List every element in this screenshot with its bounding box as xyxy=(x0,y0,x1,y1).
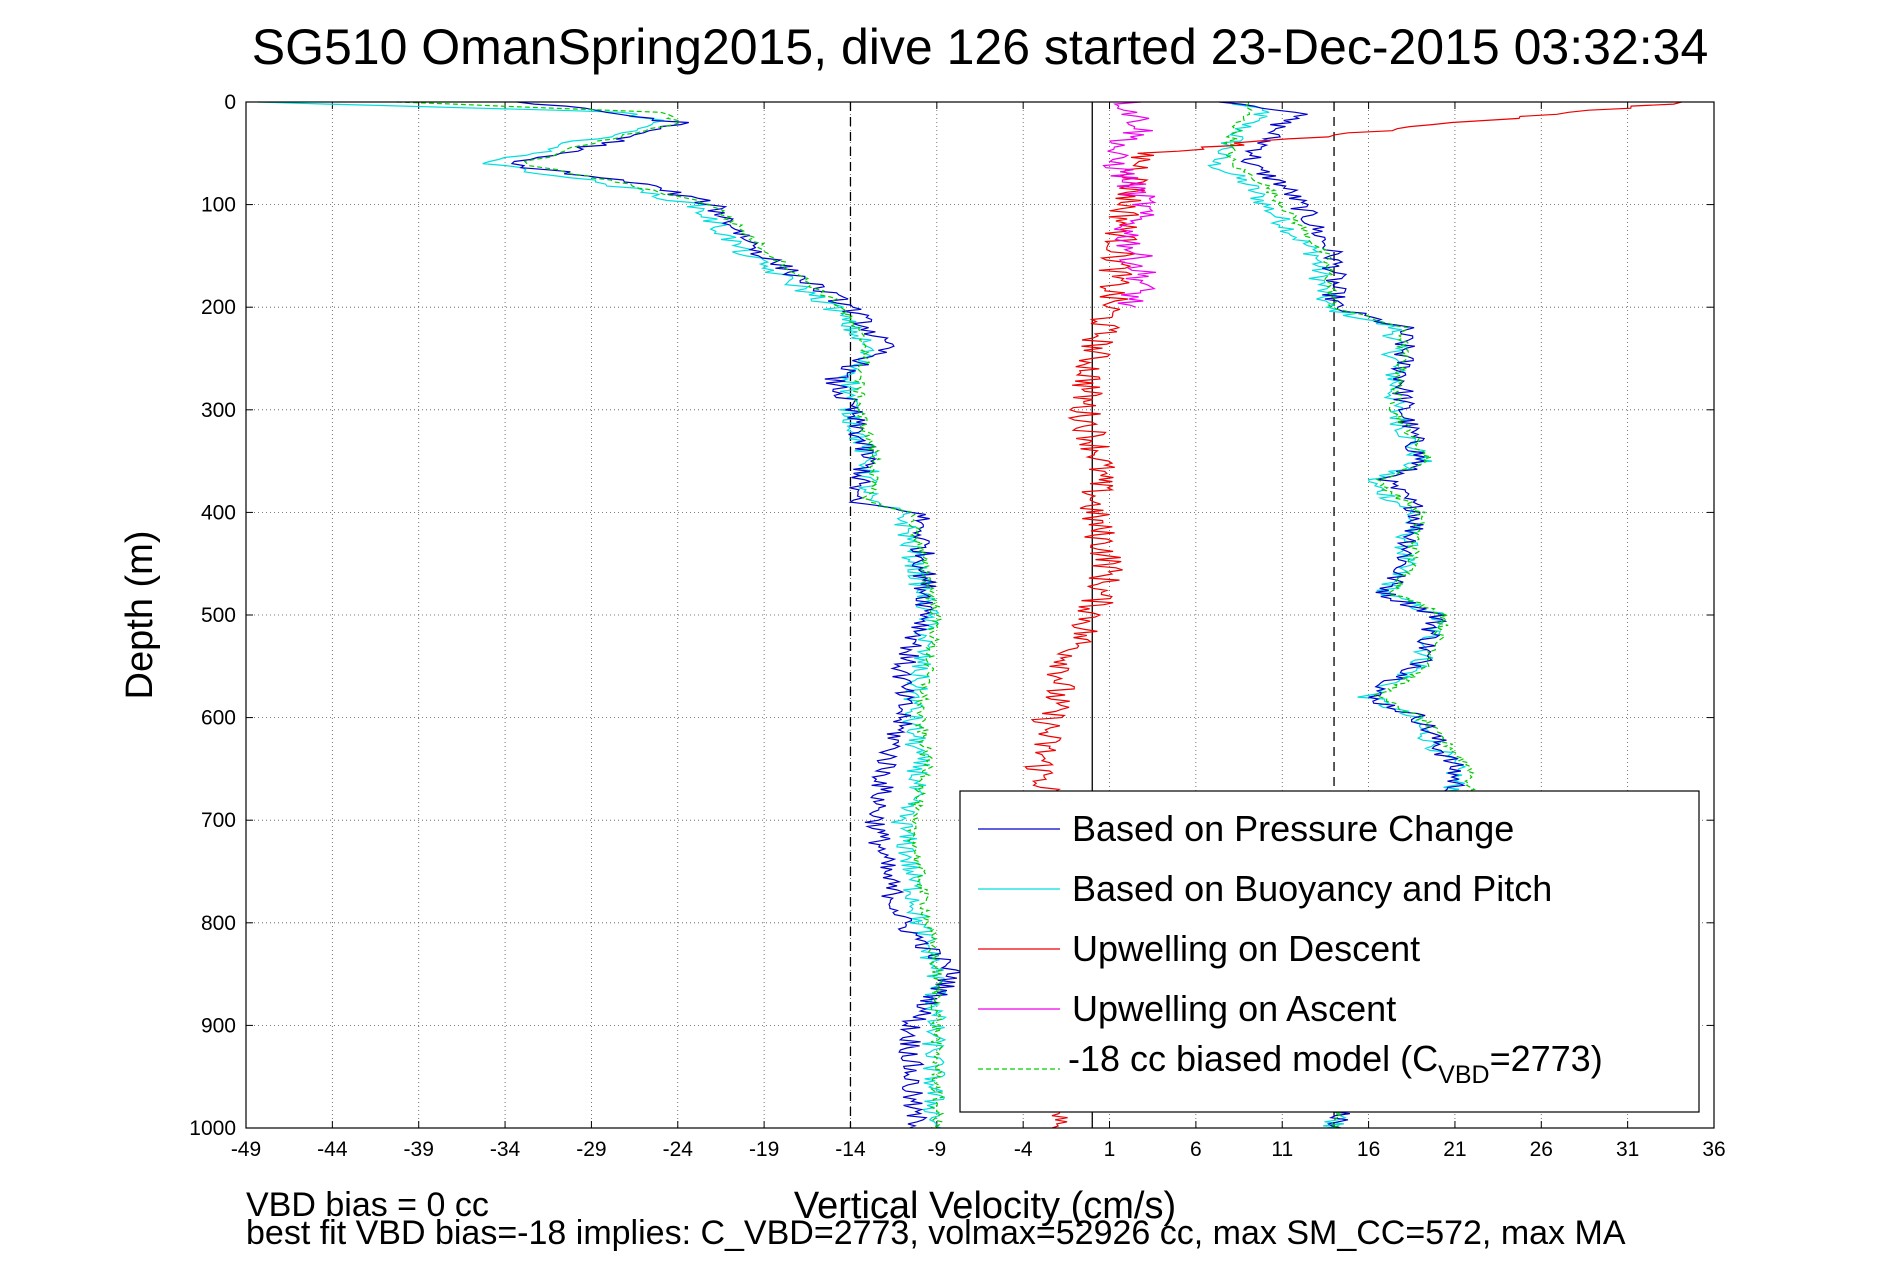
x-tick-label: -24 xyxy=(663,1138,694,1161)
x-tick-label: 16 xyxy=(1357,1138,1380,1161)
x-tick-label: -34 xyxy=(490,1138,521,1161)
y-tick-label: 500 xyxy=(201,604,236,627)
x-tick-label: -14 xyxy=(835,1138,866,1161)
x-tick-label: 36 xyxy=(1702,1138,1725,1161)
x-tick-label: 6 xyxy=(1190,1138,1202,1161)
x-tick-labels: -49 -44 -39 -34 -29 -24 -19 -14 -9 -4 1 6 11 16 21 26 31… xyxy=(231,1138,1726,1161)
plot-frame xyxy=(245,101,1715,1129)
chart-title: SG510 OmanSpring2015, dive 126 started 2… xyxy=(252,19,1709,75)
x-tick-label: 31 xyxy=(1616,1138,1639,1161)
legend-label-subscript: VBD xyxy=(1438,1061,1489,1089)
legend-box xyxy=(959,790,1700,1113)
x-tick-label: 11 xyxy=(1271,1138,1293,1161)
legend: Based on Pressure Change Based on Buoyanc… xyxy=(959,790,1700,1113)
x-tick-label: -39 xyxy=(404,1138,434,1161)
x-tick-label: -9 xyxy=(927,1138,946,1161)
y-tick-label: 1000 xyxy=(189,1117,236,1140)
y-axis-label: Depth (m) xyxy=(119,531,161,700)
legend-label: Based on Buoyancy and Pitch xyxy=(1072,868,1552,909)
x-tick-label: 21 xyxy=(1443,1138,1466,1161)
y-tick-label: 0 xyxy=(224,91,236,114)
y-tick-label: 800 xyxy=(201,912,236,935)
x-axis-label: Vertical Velocity (cm/s) xyxy=(794,1185,1176,1227)
x-tick-label: -4 xyxy=(1014,1138,1033,1161)
legend-label: Upwelling on Descent xyxy=(1072,928,1420,969)
x-tick-label: -19 xyxy=(749,1138,779,1161)
y-tick-label: 200 xyxy=(201,296,236,319)
series-line xyxy=(510,101,963,1129)
y-tick-label: 900 xyxy=(201,1014,236,1037)
y-tick-label: 100 xyxy=(201,194,236,217)
y-tick-label: 600 xyxy=(201,707,236,730)
x-tick-label: -29 xyxy=(576,1138,606,1161)
y-tick-label: 300 xyxy=(201,399,236,422)
y-tick-label: 400 xyxy=(201,501,236,524)
legend-label-tail: =2773) xyxy=(1490,1038,1603,1079)
series-line xyxy=(396,101,945,1129)
y-tick-labels: 0 100 200 300 400 500 600 700 800 900 1000 xyxy=(189,91,236,1140)
legend-label: -18 cc biased model (CVBD=2773) xyxy=(1068,1038,1603,1089)
series-line xyxy=(257,101,947,1129)
x-tick-label: -44 xyxy=(317,1138,348,1161)
y-tick-label: 700 xyxy=(201,809,236,832)
legend-label: Based on Pressure Change xyxy=(1072,808,1514,849)
legend-items: Based on Pressure Change Based on Buoyanc… xyxy=(978,808,1603,1089)
footnote-vbd-bias: VBD bias = 0 cc xyxy=(246,1186,489,1224)
legend-label: Upwelling on Ascent xyxy=(1072,988,1396,1029)
x-tick-label: 26 xyxy=(1530,1138,1553,1161)
footnote-best-fit: best fit VBD bias=-18 implies: C_VBD=277… xyxy=(246,1214,1626,1252)
series-line xyxy=(1102,101,1157,308)
x-tick-label: 1 xyxy=(1104,1138,1116,1161)
x-tick-label: -49 xyxy=(231,1138,261,1161)
legend-label-main: -18 cc biased model (C xyxy=(1068,1038,1438,1079)
